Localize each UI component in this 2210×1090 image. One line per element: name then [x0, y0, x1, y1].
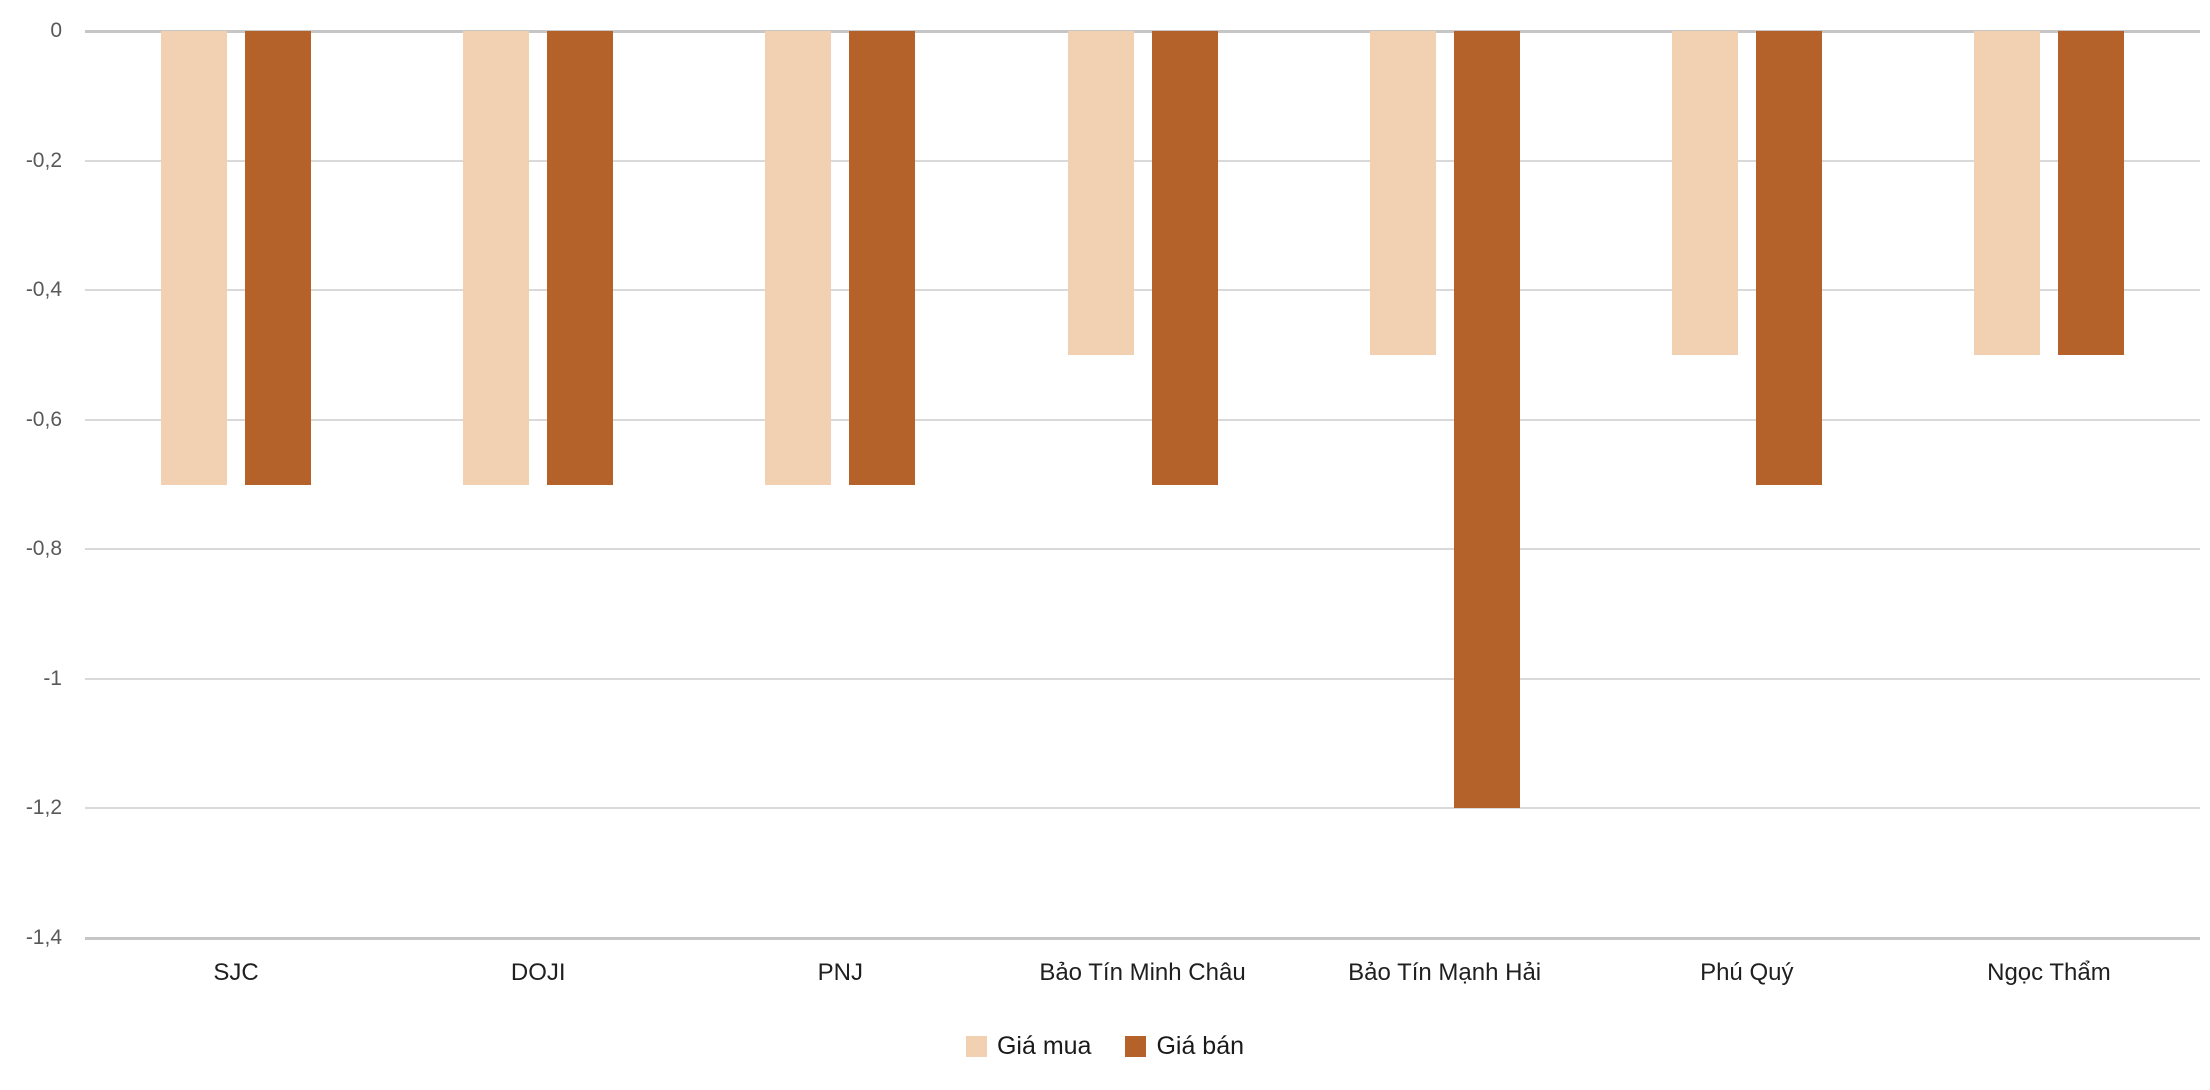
bar-series-0-category-5: [1671, 31, 1738, 355]
bar-series-1-category-5: [1755, 31, 1822, 485]
legend-swatch-gia-ban: [1125, 1035, 1147, 1057]
x-category-label: PNJ: [817, 959, 864, 986]
bar-series-1-category-2: [849, 31, 916, 485]
bar-series-0-category-2: [765, 31, 832, 485]
x-category-label: Bảo Tín Minh Châu: [1039, 959, 1246, 986]
gridline: [85, 677, 2200, 680]
x-category-label: Ngọc Thẩm: [1987, 959, 2111, 986]
gridline: [85, 289, 2200, 292]
gridline: [85, 937, 2200, 940]
y-tick-label: -0,2: [25, 148, 62, 172]
x-category-label: SJC: [213, 959, 259, 986]
bar-series-0-category-6: [1973, 31, 2040, 355]
y-tick-label: -1: [43, 666, 62, 690]
gridline: [85, 807, 2200, 810]
gridline: [85, 548, 2200, 551]
bar-series-0-category-1: [463, 31, 530, 485]
bar-series-0-category-4: [1369, 31, 1436, 355]
chart-legend: Giá mua Giá bán: [0, 1026, 2210, 1066]
legend-item-gia-ban: Giá bán: [1125, 1032, 1244, 1061]
x-category-label: DOJI: [510, 959, 566, 986]
legend-label-gia-mua: Giá mua: [996, 1031, 1092, 1060]
bar-series-0-category-3: [1067, 31, 1134, 355]
bar-series-0-category-0: [161, 31, 228, 485]
bar-series-1-category-0: [245, 31, 312, 485]
bar-series-1-category-1: [547, 31, 614, 485]
bar-series-1-category-4: [1453, 31, 1520, 809]
x-category-label: Bảo Tín Mạnh Hải: [1348, 959, 1542, 986]
y-tick-label: -1,2: [25, 796, 62, 820]
bar-series-1-category-6: [2057, 31, 2124, 355]
y-tick-label: -0,8: [25, 537, 62, 561]
legend-item-gia-mua: Giá mua: [965, 1031, 1092, 1061]
gridline: [85, 159, 2200, 162]
legend-label-gia-ban: Giá bán: [1156, 1031, 1245, 1060]
y-tick-label: -0,4: [25, 278, 62, 302]
legend-swatch-gia-mua: [965, 1035, 987, 1057]
y-tick-label: -0,6: [25, 407, 62, 431]
gridline: [85, 418, 2200, 421]
y-tick-label: 0: [50, 19, 62, 42]
bar-series-1-category-3: [1151, 31, 1218, 485]
gridline: [85, 30, 2200, 33]
x-category-label: Phú Quý: [1700, 959, 1794, 986]
y-tick-label: -1,4: [25, 926, 62, 949]
